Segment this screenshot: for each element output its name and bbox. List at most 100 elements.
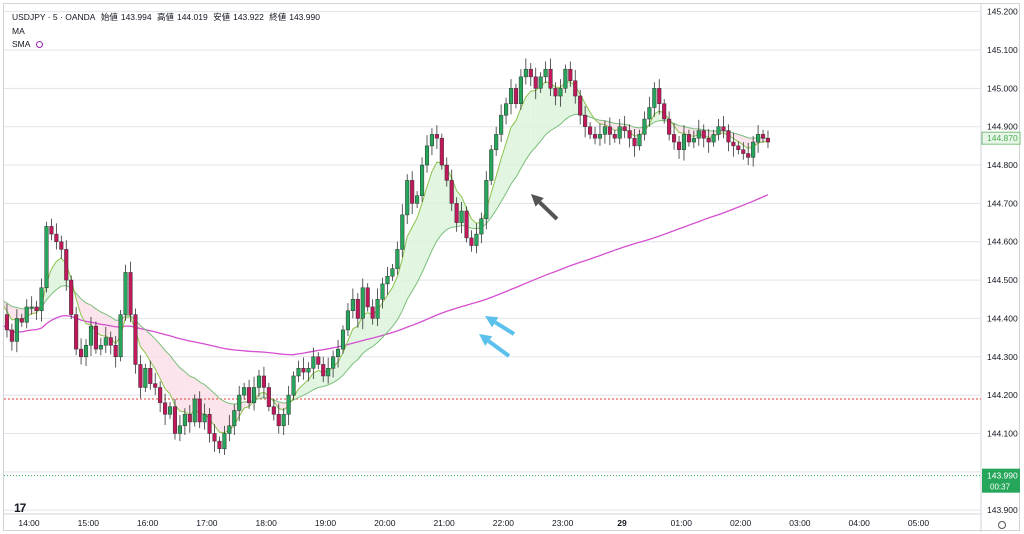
candle-body xyxy=(153,383,158,388)
candle-body xyxy=(479,218,484,235)
annotation-arrow-blue-1 xyxy=(485,316,516,336)
cloud-bear-segment xyxy=(214,393,220,433)
cloud-bear-segment xyxy=(11,306,17,320)
candle-body xyxy=(454,203,459,223)
cloud-bear-segment xyxy=(679,125,684,134)
cloud-bear-segment xyxy=(105,314,111,339)
x-tick-label: 15:00 xyxy=(78,518,100,528)
candle-body xyxy=(207,414,212,434)
candle-body xyxy=(79,348,84,358)
candle-body xyxy=(9,329,14,342)
cloud-bull-segment xyxy=(540,81,546,141)
candle-body xyxy=(696,130,701,139)
cloud-bull-segment xyxy=(367,312,373,350)
candle-body xyxy=(266,387,271,407)
cloud-bull-segment xyxy=(515,108,521,178)
candle-body xyxy=(667,118,672,135)
candle-body xyxy=(14,318,19,342)
candle-body xyxy=(167,406,173,415)
cloud-bear-segment xyxy=(16,307,22,321)
candle-body xyxy=(54,233,59,242)
cloud-bull-segment xyxy=(471,219,477,229)
cloud-bull-segment xyxy=(511,120,516,185)
chart-frame[interactable]: 145.200 145.100 145.000 144.900 144.800 144.7… xyxy=(3,3,1021,532)
y-tick-label: 145.200 xyxy=(987,7,1018,17)
cloud-bear-segment xyxy=(634,127,640,137)
cloud-bull-segment xyxy=(352,325,358,364)
cloud-bull-segment xyxy=(382,295,388,338)
cloud-bear-segment xyxy=(81,298,87,324)
candle-body xyxy=(736,145,741,150)
annotation-arrow-dark xyxy=(531,194,559,221)
candle-body xyxy=(88,325,94,346)
candle-body xyxy=(355,299,360,319)
symbol-label[interactable]: USDJPY · 5 · OANDA xyxy=(12,12,96,22)
cloud-bear-segment xyxy=(86,302,91,325)
candle-body xyxy=(592,134,598,139)
cloud-bull-segment xyxy=(441,162,447,235)
y-tick-label: 144.500 xyxy=(987,275,1018,285)
candle-body xyxy=(444,164,449,181)
cloud-bull-segment xyxy=(298,384,304,398)
ma-label[interactable]: MA xyxy=(12,26,25,36)
candle-body xyxy=(449,180,454,204)
candle-body xyxy=(672,134,677,143)
tradingview-logo: 17 xyxy=(14,501,26,515)
candle-body xyxy=(44,226,49,289)
cloud-bull-segment xyxy=(520,96,526,169)
candle-body xyxy=(118,314,123,358)
candle-body xyxy=(424,145,430,166)
cloud-bear-segment xyxy=(604,120,610,128)
candle-body xyxy=(148,368,153,384)
candle-body xyxy=(706,137,711,143)
sma-settings-icon[interactable] xyxy=(36,41,44,49)
cloud-bear-segment xyxy=(733,132,739,142)
candle-body xyxy=(242,387,247,396)
candle-body xyxy=(93,325,98,350)
candle-body xyxy=(528,68,533,78)
candle-body xyxy=(523,68,528,78)
candle-body xyxy=(657,88,662,104)
close-label: 終値 xyxy=(269,12,287,22)
candle-body xyxy=(553,88,558,97)
candle-body xyxy=(721,126,726,131)
x-tick-label: 14:00 xyxy=(18,518,40,528)
candle-body xyxy=(202,414,207,423)
candle-body xyxy=(642,118,647,135)
ma-slow-line xyxy=(4,113,769,405)
ma-indicator-legend[interactable]: MA xyxy=(12,26,28,36)
candle-body xyxy=(637,134,642,147)
chart-canvas[interactable]: 145.200 145.100 145.000 144.900 144.800 144.7… xyxy=(4,4,1021,532)
candle-body xyxy=(558,88,563,97)
x-tick-label: 05:00 xyxy=(908,518,930,528)
ma-cloud xyxy=(4,81,768,433)
candle-body xyxy=(24,306,29,323)
candle-body xyxy=(504,103,509,116)
cloud-bear-segment xyxy=(165,350,171,394)
candle-body xyxy=(108,337,113,346)
candle-body xyxy=(212,433,217,442)
countdown-text: 00:37 xyxy=(990,483,1011,492)
candle-body xyxy=(365,287,370,308)
candle-body xyxy=(326,368,331,377)
candle-body xyxy=(34,306,39,312)
candle-body xyxy=(311,356,316,369)
candle-body xyxy=(741,149,746,154)
candle-body xyxy=(316,356,321,365)
candle-body xyxy=(652,88,657,108)
candle-body xyxy=(143,368,148,388)
sma-indicator-legend[interactable]: SMA xyxy=(12,39,46,49)
candle-body xyxy=(163,402,168,415)
cloud-bull-segment xyxy=(51,261,57,295)
candle-body xyxy=(128,272,133,315)
y-tick-label: 144.200 xyxy=(987,390,1018,400)
candle-body xyxy=(251,387,257,404)
candle-body xyxy=(489,149,494,181)
candle-body xyxy=(588,126,593,135)
high-label: 高値 xyxy=(156,12,174,22)
y-tick-label: 145.100 xyxy=(987,45,1018,55)
candle-body xyxy=(138,364,143,388)
sma-label[interactable]: SMA xyxy=(12,39,31,49)
cloud-bull-segment xyxy=(412,218,418,292)
candle-body xyxy=(573,80,578,97)
